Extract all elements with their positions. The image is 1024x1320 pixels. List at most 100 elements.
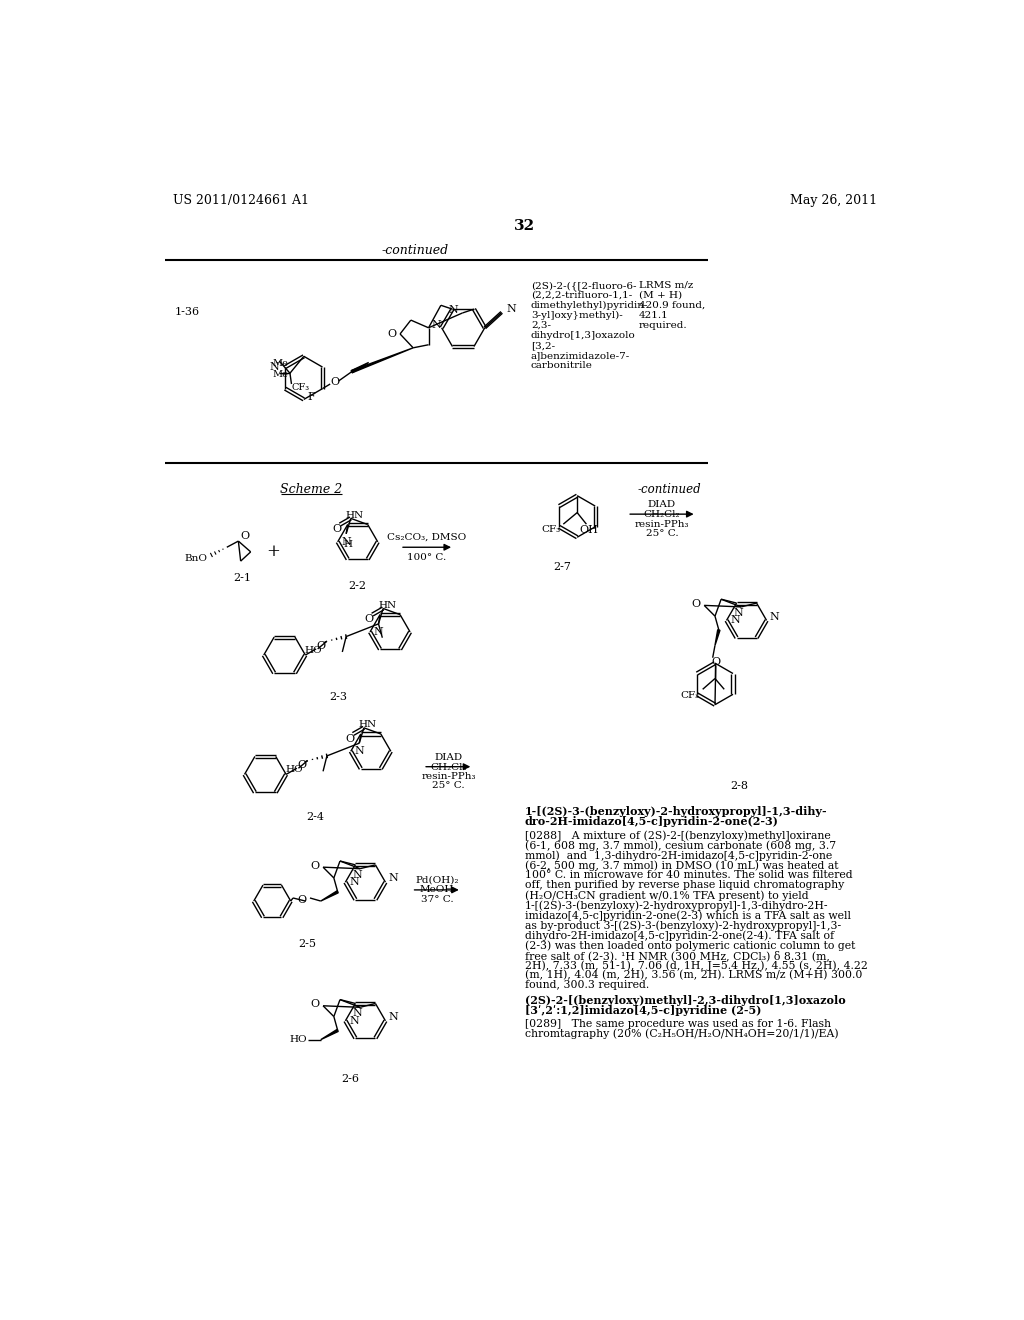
Text: HN: HN xyxy=(346,511,364,520)
Text: O: O xyxy=(387,329,396,339)
Text: N: N xyxy=(354,746,365,756)
Text: O: O xyxy=(691,599,700,609)
Text: [0289]   The same procedure was used as for 1-6. Flash: [0289] The same procedure was used as fo… xyxy=(524,1019,830,1028)
Text: HO: HO xyxy=(305,645,323,655)
Text: F: F xyxy=(307,392,315,403)
Text: O: O xyxy=(365,614,374,624)
Text: (H₂O/CH₃CN gradient w/0.1% TFA present) to yield: (H₂O/CH₃CN gradient w/0.1% TFA present) … xyxy=(524,890,808,900)
Text: N: N xyxy=(388,1012,398,1022)
Text: off, then purified by reverse phase liquid chromatography: off, then purified by reverse phase liqu… xyxy=(524,880,844,890)
Text: CF₃: CF₃ xyxy=(681,690,699,700)
Text: O: O xyxy=(297,760,306,770)
Text: N: N xyxy=(730,615,740,626)
Polygon shape xyxy=(351,348,413,372)
Text: N: N xyxy=(449,305,459,315)
Text: 32: 32 xyxy=(514,219,536,234)
Text: chromtagraphy (20% (C₂H₅OH/H₂O/NH₄OH=20/1/1)/EA): chromtagraphy (20% (C₂H₅OH/H₂O/NH₄OH=20/… xyxy=(524,1028,839,1039)
Text: 421.1: 421.1 xyxy=(639,312,669,319)
Text: (6-1, 608 mg, 3.7 mmol), cesium carbonate (608 mg, 3.7: (6-1, 608 mg, 3.7 mmol), cesium carbonat… xyxy=(524,840,836,850)
Text: OH: OH xyxy=(580,524,598,535)
Text: O: O xyxy=(298,895,307,904)
Text: 25° C.: 25° C. xyxy=(645,529,678,537)
Text: N: N xyxy=(388,874,398,883)
Text: (2S)-2-({[2-fluoro-6-: (2S)-2-({[2-fluoro-6- xyxy=(531,281,637,290)
Text: found, 300.3 required.: found, 300.3 required. xyxy=(524,981,649,990)
Text: dihydro[1,3]oxazolo: dihydro[1,3]oxazolo xyxy=(531,331,636,341)
Polygon shape xyxy=(321,1030,338,1040)
Text: 2-1: 2-1 xyxy=(233,573,251,583)
Text: N: N xyxy=(506,304,516,314)
Text: BnO: BnO xyxy=(184,553,208,562)
Text: 2-7: 2-7 xyxy=(553,561,570,572)
Text: imidazo[4,5-c]pyridin-2-one(2-3) which is a TFA salt as well: imidazo[4,5-c]pyridin-2-one(2-3) which i… xyxy=(524,909,851,920)
Text: 420.9 found,: 420.9 found, xyxy=(639,301,705,310)
Text: N: N xyxy=(733,609,743,618)
Text: DIAD: DIAD xyxy=(648,500,676,508)
Text: N: N xyxy=(432,319,441,330)
Text: 1-[(2S)-3-(benzyloxy)-2-hydroxypropyl]-1,3-dihydro-2H-: 1-[(2S)-3-(benzyloxy)-2-hydroxypropyl]-1… xyxy=(524,900,828,911)
Text: -continued: -continued xyxy=(382,244,449,257)
Polygon shape xyxy=(351,363,369,372)
Text: Scheme 2: Scheme 2 xyxy=(281,483,343,496)
Text: N: N xyxy=(352,870,361,880)
Text: resin-PPh₃: resin-PPh₃ xyxy=(421,772,476,781)
Text: 2-4: 2-4 xyxy=(306,812,325,822)
Text: mmol)  and  1,3-dihydro-2H-imidazo[4,5-c]pyridin-2-one: mmol) and 1,3-dihydro-2H-imidazo[4,5-c]p… xyxy=(524,850,833,861)
Text: MeOH: MeOH xyxy=(420,886,455,895)
Text: 25° C.: 25° C. xyxy=(432,781,465,791)
Text: CH₂Cl₂: CH₂Cl₂ xyxy=(430,763,467,772)
Text: (6-2, 500 mg, 3.7 mmol) in DMSO (10 mL) was heated at: (6-2, 500 mg, 3.7 mmol) in DMSO (10 mL) … xyxy=(524,859,839,871)
Text: DIAD: DIAD xyxy=(434,752,463,762)
Text: N: N xyxy=(342,537,351,546)
Text: CH₂Cl₂: CH₂Cl₂ xyxy=(643,511,680,519)
Text: O: O xyxy=(316,640,326,651)
Text: (M + H): (M + H) xyxy=(639,290,682,300)
Text: resin-PPh₃: resin-PPh₃ xyxy=(635,520,689,528)
Text: Pd(OH)₂: Pd(OH)₂ xyxy=(416,875,459,884)
Polygon shape xyxy=(321,891,338,902)
Text: 37° C.: 37° C. xyxy=(421,895,454,904)
Text: CF₃: CF₃ xyxy=(292,383,309,392)
Text: O: O xyxy=(333,524,341,535)
Text: 2-3: 2-3 xyxy=(330,693,347,702)
Text: carbonitrile: carbonitrile xyxy=(531,362,593,370)
Text: O: O xyxy=(310,861,319,871)
Text: 2H), 7.33 (m, 51-1), 7.06 (d, 1H, J=5.4 Hz,), 4.55 (s, 2H), 4.22: 2H), 7.33 (m, 51-1), 7.06 (d, 1H, J=5.4 … xyxy=(524,960,867,970)
Text: HO: HO xyxy=(289,1035,307,1044)
Text: [0288]   A mixture of (2S)-2-[(benzyloxy)methyl]oxirane: [0288] A mixture of (2S)-2-[(benzyloxy)m… xyxy=(524,830,830,841)
Text: 2-6: 2-6 xyxy=(341,1073,359,1084)
Text: CF₃: CF₃ xyxy=(541,525,560,535)
Text: (2S)-2-[(benzyloxy)methyl]-2,3-dihydro[1,3]oxazolo: (2S)-2-[(benzyloxy)methyl]-2,3-dihydro[1… xyxy=(524,994,846,1006)
Text: 100° C. in microwave for 40 minutes. The solid was filtered: 100° C. in microwave for 40 minutes. The… xyxy=(524,870,852,880)
Text: dro-2H-imidazo[4,5-c]pyridin-2-one(2-3): dro-2H-imidazo[4,5-c]pyridin-2-one(2-3) xyxy=(524,816,778,826)
Text: 3-yl]oxy}methyl)-: 3-yl]oxy}methyl)- xyxy=(531,312,623,319)
Text: N: N xyxy=(770,611,779,622)
Text: O: O xyxy=(240,532,249,541)
Text: (2-3) was then loaded onto polymeric cationic column to get: (2-3) was then loaded onto polymeric cat… xyxy=(524,940,855,950)
Text: O: O xyxy=(345,734,354,743)
Text: N: N xyxy=(349,1016,359,1026)
Text: HO: HO xyxy=(286,766,303,775)
Text: LRMS m/z: LRMS m/z xyxy=(639,281,693,290)
Text: as by-product 3-[(2S)-3-(benzyloxy)-2-hydroxypropyl]-1,3-: as by-product 3-[(2S)-3-(benzyloxy)-2-hy… xyxy=(524,920,841,931)
Text: N: N xyxy=(374,627,384,638)
Text: Me: Me xyxy=(272,359,289,368)
Text: [3,2-: [3,2- xyxy=(531,341,555,350)
Text: -continued: -continued xyxy=(638,483,701,496)
Polygon shape xyxy=(715,630,720,645)
Text: O: O xyxy=(310,999,319,1010)
Text: 1-36: 1-36 xyxy=(174,308,200,317)
Text: N: N xyxy=(269,362,279,372)
Text: 2-2: 2-2 xyxy=(349,581,367,591)
Text: a]benzimidazole-7-: a]benzimidazole-7- xyxy=(531,351,630,360)
Text: +: + xyxy=(266,543,280,560)
Text: US 2011/0124661 A1: US 2011/0124661 A1 xyxy=(173,194,309,207)
Text: Me: Me xyxy=(272,371,289,379)
Text: O: O xyxy=(712,657,720,668)
Text: HN: HN xyxy=(358,721,377,729)
Text: (m, 1H), 4.04 (m, 2H), 3.56 (m, 2H). LRMS m/z (M+H) 300.0: (m, 1H), 4.04 (m, 2H), 3.56 (m, 2H). LRM… xyxy=(524,970,862,981)
Text: 100° C.: 100° C. xyxy=(408,553,446,562)
Text: HN: HN xyxy=(378,601,396,610)
Text: N: N xyxy=(352,1008,361,1019)
Text: 2-5: 2-5 xyxy=(299,939,316,949)
